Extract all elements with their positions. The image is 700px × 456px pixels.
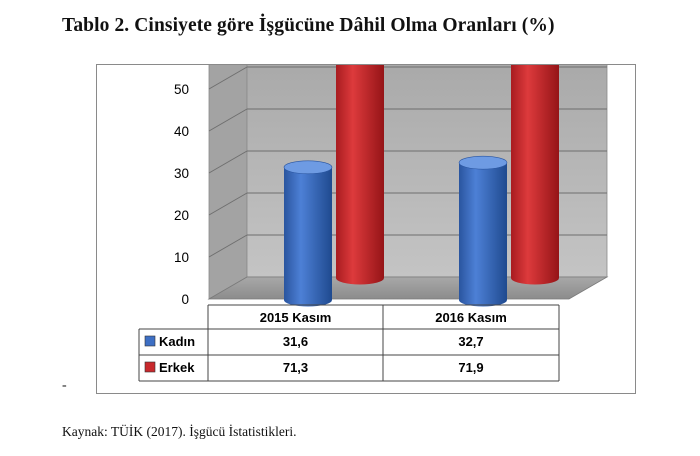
gridline-side bbox=[208, 66, 248, 90]
y-tick-label: 40 bbox=[174, 124, 189, 139]
cylinder-body bbox=[511, 65, 559, 285]
gridline-side bbox=[208, 108, 248, 132]
gridline-side bbox=[208, 234, 248, 258]
bar-erkek-1 bbox=[336, 65, 384, 285]
gridline-side bbox=[208, 150, 248, 174]
bar-erkek-2 bbox=[511, 65, 559, 285]
data-label: 71,3 bbox=[283, 360, 308, 375]
cylinder-body bbox=[459, 162, 507, 307]
cylinder-top bbox=[283, 160, 333, 175]
data-table: 2015 Kasım 2016 Kasım Kadın 31,6 32,7 Erkek 71… bbox=[138, 304, 560, 382]
y-tick-label: 10 bbox=[174, 250, 189, 265]
cylinder-body bbox=[336, 65, 384, 285]
data-label: 32,7 bbox=[458, 334, 483, 349]
legend-label: Kadın bbox=[159, 334, 195, 349]
page-title: Tablo 2. Cinsiyete göre İşgücüne Dâhil O… bbox=[62, 15, 555, 36]
side-wall bbox=[208, 65, 248, 300]
cylinder-body bbox=[284, 167, 332, 307]
category-label: 2016 Kasım bbox=[435, 310, 507, 325]
legend-swatch-erkek bbox=[144, 361, 156, 373]
cylinder-top bbox=[458, 155, 508, 170]
gridline-side bbox=[208, 192, 248, 216]
legend-swatch-kadın bbox=[144, 335, 156, 347]
data-label: 71,9 bbox=[458, 360, 483, 375]
y-tick-label: 30 bbox=[174, 166, 189, 181]
bar-kadın-2 bbox=[458, 155, 508, 307]
data-label: 31,6 bbox=[283, 334, 308, 349]
y-tick-label: 50 bbox=[174, 82, 189, 97]
y-axis: 01020304050607080 bbox=[174, 82, 189, 307]
bar-kadın-1 bbox=[283, 160, 333, 307]
category-label: 2015 Kasım bbox=[260, 310, 332, 325]
y-tick-label: 20 bbox=[174, 208, 189, 223]
stray-mark: - bbox=[62, 378, 67, 393]
legend-label: Erkek bbox=[159, 360, 195, 375]
bars bbox=[283, 65, 559, 307]
y-tick-label: 0 bbox=[181, 292, 189, 307]
source-caption: Kaynak: TÜİK (2017). İşgücü İstatistikle… bbox=[62, 424, 297, 439]
